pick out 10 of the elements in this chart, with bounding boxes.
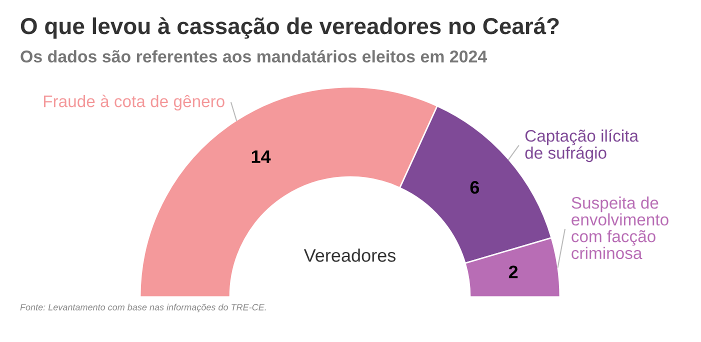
data-label: 6	[470, 181, 480, 194]
slice-label: Suspeita de envolvimento com facção criminosa	[572, 196, 668, 260]
data-label: 14	[252, 150, 271, 163]
text: Vereadores	[304, 248, 396, 262]
chart-subtitle: Os dados são referentes aos mandatários eleitos em 2024	[20, 50, 488, 63]
chart-title: O que levou à cassação de vereadores no Ceará?	[20, 17, 559, 39]
source-note: Fonte: Levantamento com base nas informações do TRE-CE.	[20, 304, 266, 312]
slice-label: Captação ilícita de sufrágio	[525, 129, 639, 162]
data-label: 2	[508, 266, 518, 278]
slice-label: Fraude à cota de gênero	[44, 94, 224, 111]
